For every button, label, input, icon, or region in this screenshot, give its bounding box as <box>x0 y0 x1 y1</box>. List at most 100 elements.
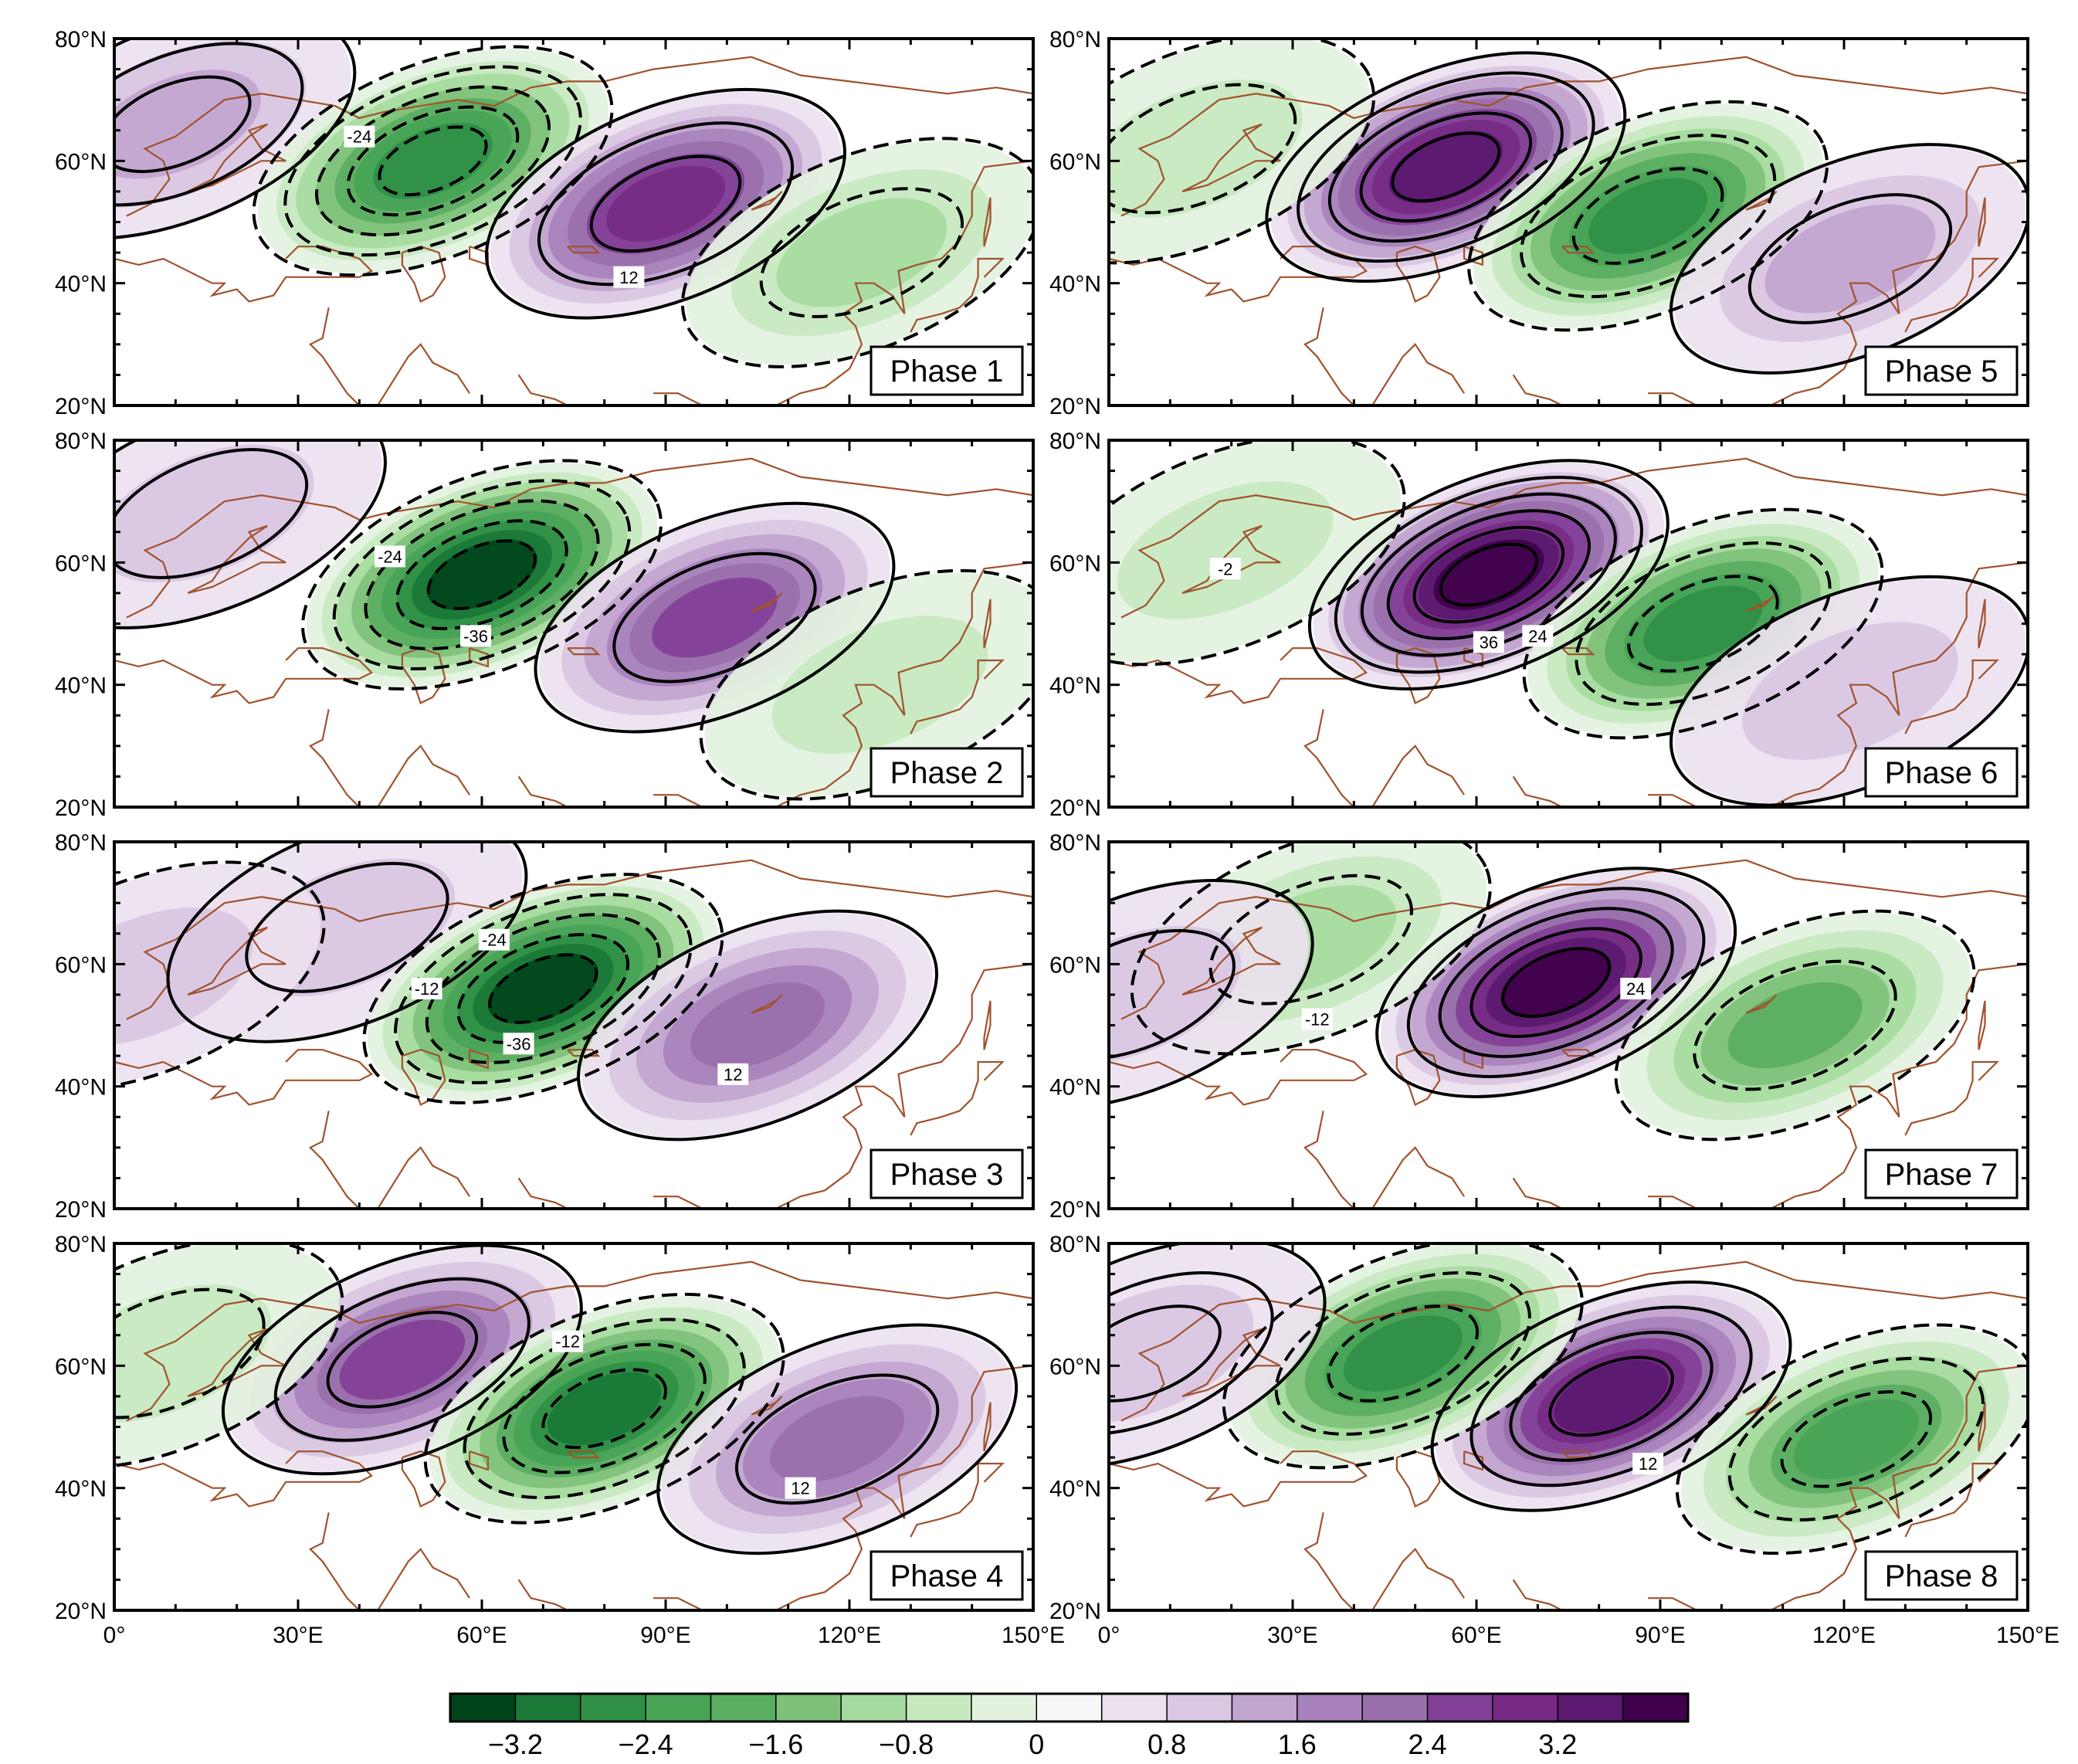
coastline <box>468 1450 490 1471</box>
shading-level <box>1793 1399 1920 1480</box>
coastline <box>775 561 1033 807</box>
shading-level <box>1764 204 1936 314</box>
panel-4: -12 12 80°N 60°N 40°N 20°N0° 30°E 60°E 90°E 120°E… <box>55 1232 1065 1648</box>
contour-label: -12 <box>1301 1008 1333 1030</box>
coastline <box>126 1260 1033 1422</box>
shading-level <box>1727 982 1863 1069</box>
coastline <box>1395 1450 1441 1508</box>
lat-label: 80°N <box>55 27 107 53</box>
contour-negative <box>456 933 630 1044</box>
contour-positive <box>166 842 528 1043</box>
phase-label: Phase 2 <box>870 747 1024 798</box>
contour-negative <box>1130 842 1492 1056</box>
svg-text:Phase 4: Phase 4 <box>890 1559 1004 1593</box>
contour-negative <box>1575 541 1832 706</box>
contour-positive <box>114 448 309 579</box>
coastline <box>126 457 1033 619</box>
lon-label: 0° <box>1098 1623 1120 1648</box>
lat-label: 20°N <box>55 1599 107 1624</box>
contour-negative <box>283 65 582 257</box>
lat-label: 80°N <box>1049 1232 1101 1257</box>
colorbar-box <box>1426 1693 1494 1722</box>
colorbar-box <box>1492 1693 1559 1722</box>
coastline <box>1904 1060 1999 1136</box>
contour-negative <box>1109 440 1406 667</box>
coastline <box>468 1049 490 1070</box>
phase-label: Phase 1 <box>870 345 1024 396</box>
coastline <box>910 1462 1005 1538</box>
coastline <box>401 246 446 303</box>
map-content: -2 36 24 <box>1109 440 2028 807</box>
shading-level <box>1643 585 1763 662</box>
svg-text:-12: -12 <box>415 979 439 999</box>
contour-label: -24 <box>478 928 510 951</box>
contour-positive <box>577 909 938 1142</box>
coastline <box>1648 392 1698 405</box>
contour-label: -36 <box>503 1033 534 1055</box>
coastline <box>1770 963 2028 1209</box>
coastline <box>1120 457 2028 619</box>
coastline <box>517 1177 568 1209</box>
colorbar-box <box>1100 1693 1168 1722</box>
colorbar: −3.2 −2.4 −1.6 −0.8 0 0.8 1.6 2.4 3.2 <box>449 1692 1690 1760</box>
lon-label: 150°E <box>1002 1623 1065 1648</box>
lon-label: 90°E <box>1635 1623 1685 1648</box>
map-content: 12 <box>1109 1243 2028 1610</box>
shading-level <box>1554 1359 1669 1433</box>
panel-6: -2 36 24 80°N 60°N 40°N 20°N Phase 6 <box>1049 429 2029 821</box>
coastline <box>1512 1177 1563 1209</box>
phase-label: Phase 5 <box>1864 345 2019 396</box>
coastline <box>775 160 1033 405</box>
contour-positive <box>1297 71 1595 263</box>
lon-label: 60°E <box>456 1623 507 1648</box>
contour-positive <box>1412 525 1565 624</box>
panel-1: -24 12 80°N 60°N 40°N 20°N Phase 1 <box>55 27 1035 419</box>
map-content: -12 24 <box>1109 842 2028 1209</box>
contour-positive <box>1438 907 1674 1058</box>
lat-label: 80°N <box>55 429 107 454</box>
coastline <box>377 1548 471 1610</box>
colorbar-box <box>1622 1693 1690 1722</box>
contour-label: 24 <box>1620 978 1652 999</box>
coastline <box>567 1450 601 1459</box>
contour-positive <box>114 42 304 207</box>
coastline <box>1648 794 1698 807</box>
coastline <box>1561 246 1595 254</box>
coastline <box>309 1111 361 1209</box>
shading-level <box>339 1319 466 1400</box>
coastline <box>1120 56 2028 217</box>
shading-level <box>770 1396 905 1482</box>
coastline <box>567 647 601 656</box>
contour-negative <box>1222 1243 1584 1470</box>
lat-label: 20°N <box>55 1197 107 1223</box>
contour-label: -12 <box>411 978 442 999</box>
contour-negative <box>1693 959 1897 1091</box>
coastline <box>401 647 446 704</box>
map-content <box>1109 39 2028 405</box>
svg-text:-36: -36 <box>463 626 488 646</box>
phase-label: Phase 3 <box>870 1148 1024 1199</box>
lon-label: 30°E <box>273 1623 323 1648</box>
colorbar-box <box>645 1693 712 1722</box>
colorbar-frame <box>449 1692 1690 1723</box>
svg-text:-24: -24 <box>482 931 507 950</box>
coastline <box>1371 343 1466 405</box>
svg-text:Phase 5: Phase 5 <box>1885 354 1998 388</box>
coastline <box>401 1049 446 1106</box>
coastline <box>377 1146 471 1209</box>
lat-label: 40°N <box>55 673 107 699</box>
contour-negative <box>1571 167 1724 265</box>
coastline <box>1181 123 1281 192</box>
coastline <box>1904 257 1999 333</box>
coastline <box>1770 1365 2028 1610</box>
contour-positive <box>1391 131 1501 203</box>
contour-negative <box>1274 1271 1531 1436</box>
panel-5: 80°N 60°N 40°N 20°N Phase 5 <box>1049 27 2029 419</box>
contour-negative <box>502 1342 707 1474</box>
colorbar-box <box>1166 1693 1233 1722</box>
contour-positive <box>245 861 449 993</box>
coastline <box>1371 745 1466 807</box>
coastline <box>517 775 568 807</box>
coastline <box>1745 994 1778 1014</box>
phase-label: Phase 8 <box>1864 1550 2019 1601</box>
